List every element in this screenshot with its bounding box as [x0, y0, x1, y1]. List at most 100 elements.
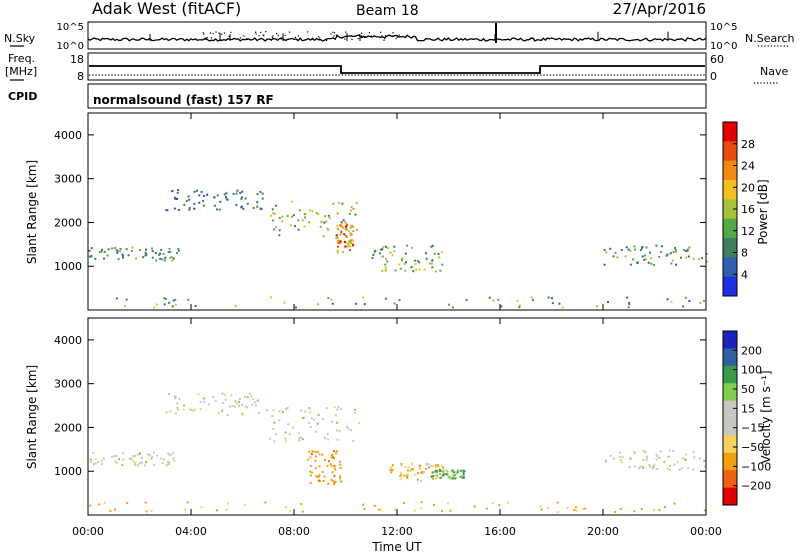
x-tick-label: 08:00 [278, 525, 310, 538]
power-cell [123, 305, 126, 307]
power-cell [400, 259, 403, 262]
velocity-cell [362, 503, 365, 506]
power-cell [235, 203, 238, 206]
power-colorbar-tick-label: 4 [741, 268, 748, 281]
power-cell [670, 300, 673, 303]
power-cell [411, 246, 413, 249]
power-cell [355, 202, 358, 204]
velocity-cell [410, 468, 413, 471]
power-cell [326, 227, 329, 230]
power-colorbar-swatch [723, 257, 737, 278]
power-cell [347, 243, 350, 246]
velocity-cell [556, 511, 559, 514]
velocity-cell [453, 476, 456, 479]
velocity-cell [437, 476, 440, 479]
velocity-cell [329, 463, 332, 466]
velocity-cell [234, 400, 237, 403]
velocity-cell [163, 458, 166, 461]
cpid-label: CPID [8, 90, 37, 103]
velocity-cell [339, 475, 342, 478]
power-cell [406, 244, 409, 247]
power-cell [281, 215, 284, 218]
velocity-cell [421, 471, 423, 474]
power-cell [281, 220, 284, 223]
power-cell [669, 252, 672, 255]
power-cell [341, 251, 344, 253]
velocity-cell [221, 402, 224, 404]
power-cell [398, 299, 401, 302]
velocity-cell [292, 426, 295, 429]
velocity-cell [166, 460, 169, 463]
power-cell [605, 251, 608, 254]
velocity-cell [582, 508, 585, 511]
velocity-cell [298, 439, 301, 442]
nsearch-tick-top: 10^5 [710, 22, 737, 33]
velocity-cell [272, 409, 275, 412]
power-cell [154, 252, 157, 254]
velocity-cell [168, 453, 171, 456]
cpid-panel-frame [87, 83, 707, 109]
power-cell [163, 297, 166, 300]
velocity-cell [92, 451, 95, 454]
velocity-cell [363, 508, 366, 511]
power-cell [437, 253, 440, 255]
velocity-cell [114, 508, 117, 511]
velocity-cell [692, 468, 695, 471]
power-cell [660, 250, 662, 253]
power-cell [174, 196, 176, 199]
velocity-cell [411, 462, 414, 465]
power-cell [194, 305, 197, 307]
power-cell [145, 248, 147, 251]
power-cell [452, 306, 454, 309]
velocity-cell [439, 476, 442, 479]
power-cell [412, 270, 415, 273]
power-cell [188, 206, 191, 209]
velocity-cell [390, 469, 393, 472]
power-cell [328, 216, 331, 219]
velocity-cell [338, 430, 341, 433]
power-cell [320, 220, 323, 223]
velocity-cell [254, 404, 257, 407]
power-cell [273, 213, 276, 215]
power-cell [164, 256, 167, 259]
nsearch-dot [284, 34, 286, 36]
velocity-cell [406, 474, 409, 476]
velocity-cell [634, 465, 637, 468]
velocity-cell [168, 461, 171, 464]
beam-label: Beam 18 [356, 3, 419, 19]
nsearch-dot [392, 35, 394, 37]
power-cell [168, 247, 171, 250]
power-cell [235, 192, 238, 195]
power-cell [122, 256, 125, 259]
power-cell [259, 190, 262, 193]
power-cell [176, 191, 179, 194]
power-cell [352, 244, 355, 247]
power-cell [675, 263, 678, 266]
velocity-cell [324, 436, 327, 439]
power-cell [344, 221, 347, 224]
velocity-cell [556, 501, 559, 504]
velocity-cell [433, 503, 435, 506]
nsearch-dot [246, 38, 248, 40]
power-cell [275, 204, 278, 207]
power-cell [169, 250, 172, 253]
nsearch-dot [361, 32, 363, 34]
nsearch-dot [212, 33, 214, 35]
power-cell [644, 258, 647, 261]
power-cell [551, 302, 554, 305]
velocity-cell [331, 420, 334, 423]
velocity-colorbar-swatch [723, 470, 737, 489]
noise-panel-frame [87, 21, 707, 50]
velocity-cell [338, 460, 341, 463]
power-cell [431, 266, 434, 269]
velocity-cell [328, 460, 330, 463]
velocity-cell [462, 471, 465, 473]
velocity-cell [620, 461, 623, 464]
power-cell [176, 252, 178, 254]
power-cell [340, 221, 343, 224]
velocity-cell [323, 475, 326, 478]
power-cell [324, 215, 326, 218]
velocity-cell [145, 510, 148, 513]
power-cell [616, 256, 619, 259]
nsearch-dot [206, 37, 208, 39]
